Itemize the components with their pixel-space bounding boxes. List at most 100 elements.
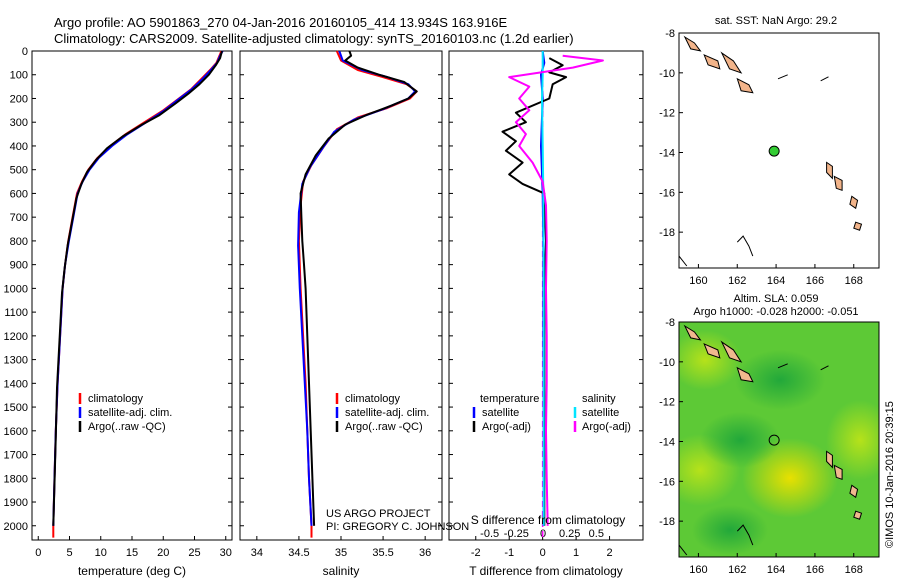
island-sst_map-7 [853, 221, 863, 231]
sst-map-title: sat. SST: NaN Argo: 29.2 [715, 15, 837, 27]
ytick-label-8: 800 [10, 236, 28, 248]
reef-sst_map-1 [678, 255, 688, 267]
map-ytick-label-sst_map-5: -18 [659, 227, 675, 239]
series-temperature-argo-raw-qc [52, 50, 223, 526]
header-line2: Climatology: CARS2009. Satellite-adjuste… [54, 31, 574, 46]
salinity-xlabel: salinity [323, 564, 360, 578]
ytick-label-3: 300 [10, 117, 28, 129]
map-xtick-label-sst_map-4: 168 [845, 275, 863, 287]
map-ytick-label-sla_map-1: -10 [659, 357, 675, 369]
island-sst_map-4 [826, 161, 833, 180]
sla-low-anomaly-center [700, 412, 780, 468]
reef-sla_map-3 [777, 363, 788, 369]
island-sla_map-7 [853, 510, 863, 520]
sla-map-title: Altim. SLA: 0.059 [734, 293, 819, 305]
ytick-label-9: 900 [10, 260, 28, 272]
ytick-label-14: 1400 [4, 378, 28, 390]
ytick-label-6: 600 [10, 188, 28, 200]
reef-sst_map-3 [777, 74, 788, 80]
ytick-label-12: 1200 [4, 331, 28, 343]
map-xtick-label-sst_map-2: 164 [767, 275, 785, 287]
xtick-label-temperature-4: 20 [157, 547, 169, 559]
series-difference-salinity-satellite [541, 51, 545, 526]
ytick-label-16: 1600 [4, 426, 28, 438]
map-ytick-label-sst_map-1: -10 [659, 68, 675, 80]
salinity-legend: climatology satellite-adj. clim. Argo(..… [335, 393, 429, 433]
island-sla_map-1 [720, 340, 743, 363]
ytick-label-17: 1700 [4, 450, 28, 462]
sla-low-anomaly-south [692, 505, 768, 555]
difference-top-label: S difference from climatology [471, 513, 626, 527]
sla-anomaly-east [826, 400, 879, 480]
ytick-label-7: 700 [10, 212, 28, 224]
diff-legend-sal-argo-label: Argo(-adj) [582, 421, 631, 433]
difference-xlabel: T difference from climatology [469, 564, 623, 578]
legend-climatology-label: climatology [88, 393, 144, 405]
reef-sla_map-0 [736, 524, 754, 546]
series-difference-temperature-argo-adj [501, 57, 568, 526]
xtick-label-salinity-1: 34.5 [288, 547, 309, 559]
temperature-chart: 0 5 10 15 20 25 300100200300400500600700800900… [4, 46, 232, 559]
sal-legend-argo-label: Argo(..raw -QC) [345, 421, 423, 433]
diff-legend-temp-argo-label: Argo(-adj) [482, 421, 531, 433]
island-sla_map-4 [826, 450, 833, 469]
stick-label-4: 0.5 [589, 528, 604, 540]
salinity-panel-frame [239, 50, 443, 541]
xtick-label-temperature-6: 30 [220, 547, 232, 559]
ytick-label-1: 100 [10, 70, 28, 82]
ytick-label-0: 0 [22, 46, 28, 58]
header-line1: Argo profile: AO 5901863_270 04-Jan-2016… [54, 15, 508, 30]
ytick-label-15: 1500 [4, 402, 28, 414]
series-salinity-climatology [297, 50, 418, 538]
ytick-label-20: 2000 [4, 521, 28, 533]
island-sst_map-2 [736, 77, 754, 94]
sla-map-subtitle: Argo h1000: -0.028 h2000: -0.051 [693, 306, 858, 318]
diff-legend-temperature-title: temperature [480, 393, 539, 405]
temperature-xlabel: temperature (deg C) [78, 564, 186, 578]
island-sla_map-6 [849, 484, 859, 499]
xtick-label-salinity-3: 35.5 [372, 547, 393, 559]
map-xtick-label-sst_map-0: 160 [689, 275, 707, 287]
sla-map: 160 162 164 166 168 -8 -10 -12 -14 -16 -18 [659, 317, 863, 576]
ytick-label-19: 1900 [4, 497, 28, 509]
sst-map: 160 162 164 166 168 -8 -10 -12 -14 -16 -18 [659, 28, 863, 287]
difference-panel-frame [448, 50, 644, 541]
temperature-legend: climatology satellite-adj. clim. Argo(..… [78, 393, 172, 433]
series-salinity-argo-raw-qc [299, 50, 418, 526]
island-sst_map-0 [703, 53, 721, 70]
ytick-label-11: 1100 [4, 307, 28, 319]
xtick-label-difference-1: -1 [504, 547, 514, 559]
diff-legend-sal-sat-label: satellite [582, 407, 619, 419]
pi-label: PI: GREGORY C. JOHNSON [326, 521, 469, 533]
xtick-label-temperature-0: 0 [35, 547, 41, 559]
map-ytick-label-sla_map-4: -16 [659, 476, 675, 488]
map-xtick-label-sla_map-0: 160 [689, 564, 707, 576]
argo-position-sla_map [768, 434, 780, 446]
sla-map-frame [678, 321, 880, 558]
xtick-label-temperature-5: 25 [188, 547, 200, 559]
island-sst_map-1 [720, 51, 743, 74]
xtick-label-salinity-0: 34 [251, 547, 263, 559]
xtick-label-difference-0: -2 [471, 547, 481, 559]
map-ytick-label-sla_map-2: -12 [659, 397, 675, 409]
ytick-label-4: 400 [10, 141, 28, 153]
map-xtick-label-sla_map-4: 168 [845, 564, 863, 576]
island-sst_map-6 [849, 195, 859, 210]
project-label: US ARGO PROJECT [326, 508, 431, 520]
reef-sst_map-2 [820, 76, 829, 82]
diff-legend-temp-sat-label: satellite [482, 407, 519, 419]
ytick-label-13: 1300 [4, 355, 28, 367]
reef-sla_map-2 [820, 365, 829, 371]
difference-legend: temperature satellite Argo(-adj) salinit… [472, 393, 631, 433]
xtick-label-difference-2: 0 [540, 547, 546, 559]
reef-sst_map-0 [736, 235, 754, 257]
sla-heatmap [679, 322, 879, 557]
salinity-chart: 34 34.5 35 35.5 36 [240, 50, 442, 559]
map-ytick-label-sla_map-0: -8 [665, 317, 675, 329]
map-xtick-label-sla_map-2: 164 [767, 564, 785, 576]
island-sst_map-3 [683, 35, 702, 52]
legend-argo-label: Argo(..raw -QC) [88, 421, 166, 433]
island-sst_map-5 [833, 175, 843, 192]
